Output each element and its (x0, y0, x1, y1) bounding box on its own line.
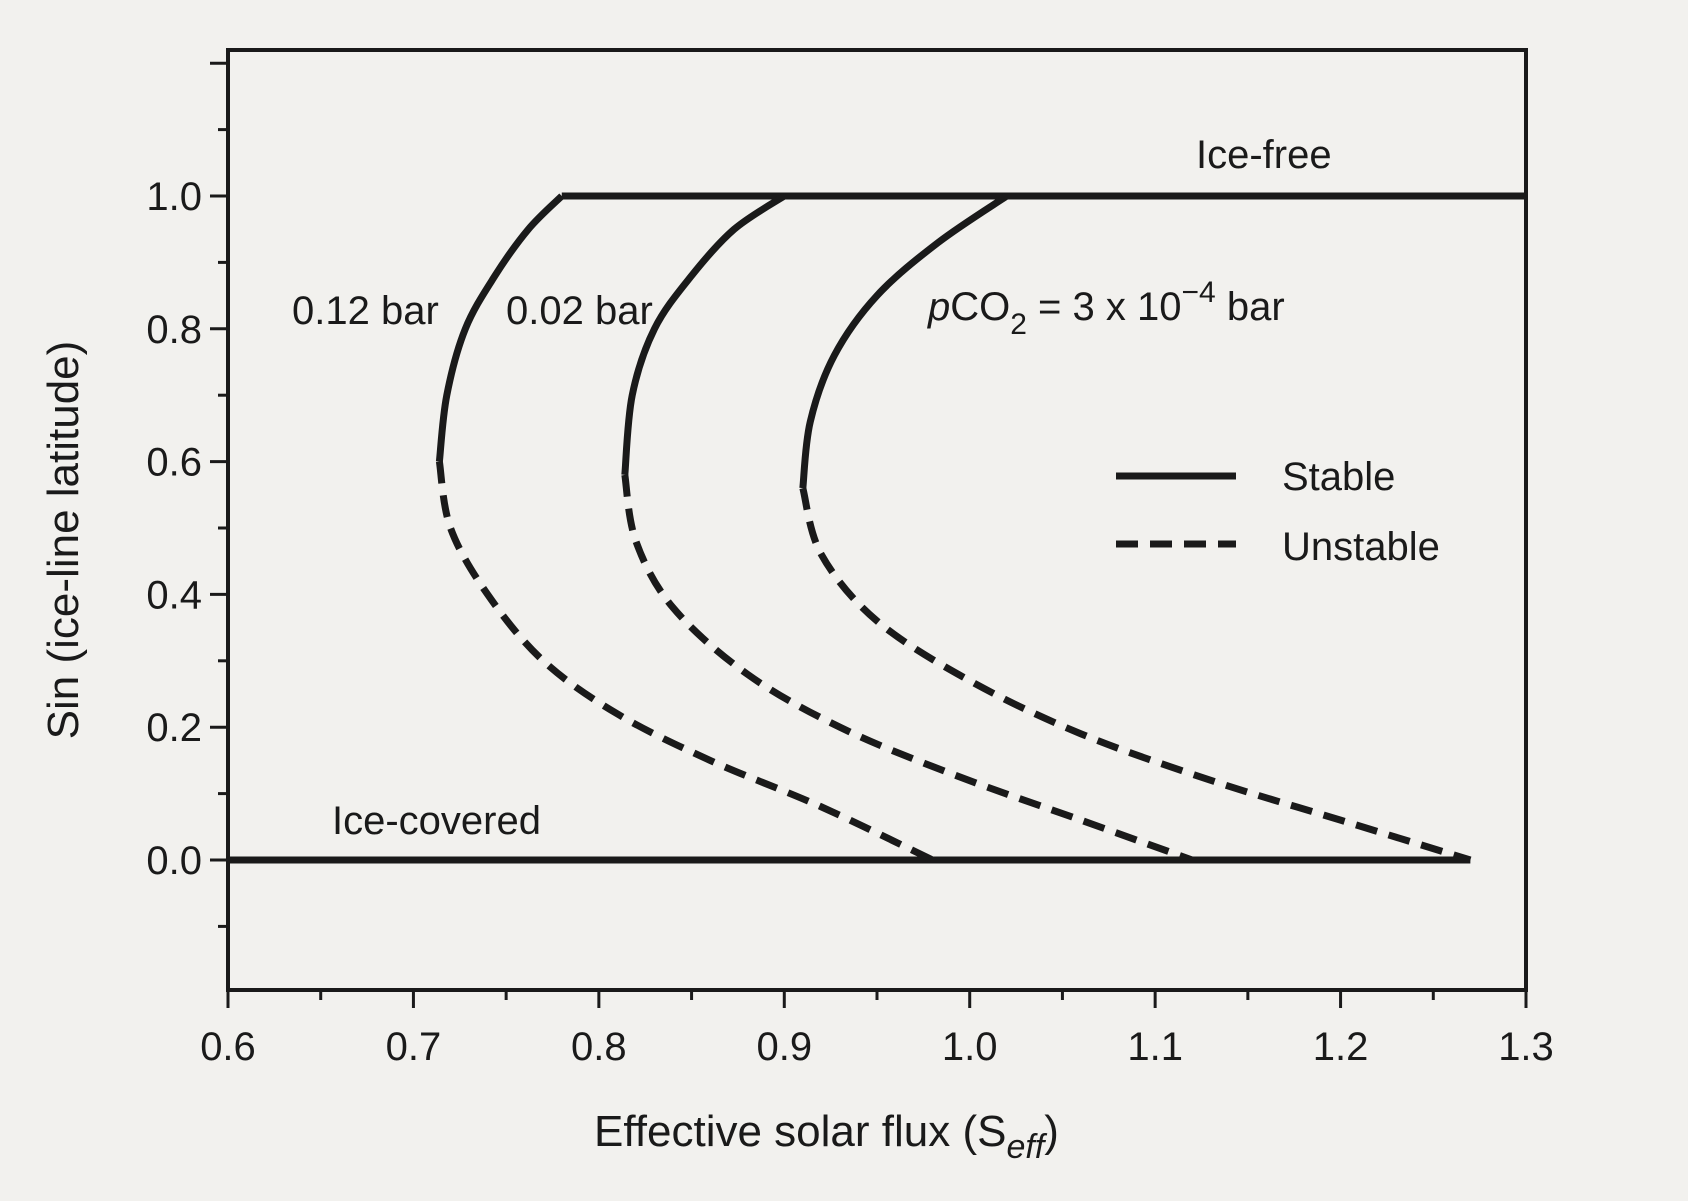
label-0-02-bar: 0.02 bar (506, 289, 653, 333)
series-layer (228, 192, 1526, 864)
series-0-12-bar-stable-line (435, 193, 565, 462)
x-axis-title: Effective solar flux (Seff) (594, 1107, 1059, 1166)
legend-unstable-label: Unstable (1282, 525, 1440, 569)
ice-covered-label: Ice-covered (332, 799, 541, 843)
x-tick-label: 0.7 (386, 1025, 442, 1069)
x-tick-label: 1.2 (1313, 1025, 1369, 1069)
series-0-02-bar-stable-line (621, 193, 787, 476)
label-pco2: pCO2 = 3 x 10−4 bar (927, 276, 1285, 341)
legend: Stable Unstable (1116, 455, 1440, 569)
label-pco2-co: CO (950, 285, 1010, 329)
series-pco2-3-x-10-4-bar-stable-line (799, 193, 1009, 489)
ice-free-label: Ice-free (1196, 133, 1332, 177)
series-0-12-bar-unstable-line (435, 461, 935, 864)
series-pco2-3-x-10-4-bar-unstable-line (799, 487, 1472, 864)
x-axis-title-main: Effective solar flux (S (594, 1107, 1006, 1156)
x-tick-label: 0.9 (756, 1025, 812, 1069)
y-tick-label: 0.6 (146, 441, 202, 485)
label-pco2-p: p (927, 285, 950, 329)
y-tick-label: 0.4 (146, 573, 202, 617)
label-pco2-eq: = 3 x 10 (1027, 285, 1182, 329)
y-tick-label: 1.0 (146, 175, 202, 219)
label-pco2-exp: −4 (1182, 276, 1216, 309)
x-tick-label: 1.3 (1498, 1025, 1554, 1069)
x-axis-ticks: 0.6 0.7 0.8 0.9 1.0 1.1 1.2 1.3 (200, 990, 1554, 1069)
x-tick-label: 1.0 (942, 1025, 998, 1069)
y-tick-label: 0.2 (146, 706, 202, 750)
plot-frame (226, 48, 1528, 992)
legend-stable-label: Stable (1282, 455, 1395, 499)
label-0-12-bar: 0.12 bar (292, 289, 439, 333)
y-tick-label: 0.0 (146, 839, 202, 883)
series-0-02-bar-unstable-line (621, 474, 1194, 864)
label-pco2-bar: bar (1216, 285, 1285, 329)
x-tick-label: 1.1 (1127, 1025, 1183, 1069)
label-pco2-sub: 2 (1010, 308, 1027, 341)
x-axis-title-sub: eff (1006, 1128, 1047, 1166)
y-tick-label: 0.8 (146, 308, 202, 352)
y-axis-title: Sin (ice-line latitude) (39, 341, 88, 740)
y-axis-ticks: 0.0 0.2 0.4 0.6 0.8 1.0 (146, 61, 228, 928)
x-axis-title-suffix: ) (1044, 1107, 1059, 1156)
x-tick-label: 0.6 (200, 1025, 256, 1069)
x-tick-label: 0.8 (571, 1025, 627, 1069)
